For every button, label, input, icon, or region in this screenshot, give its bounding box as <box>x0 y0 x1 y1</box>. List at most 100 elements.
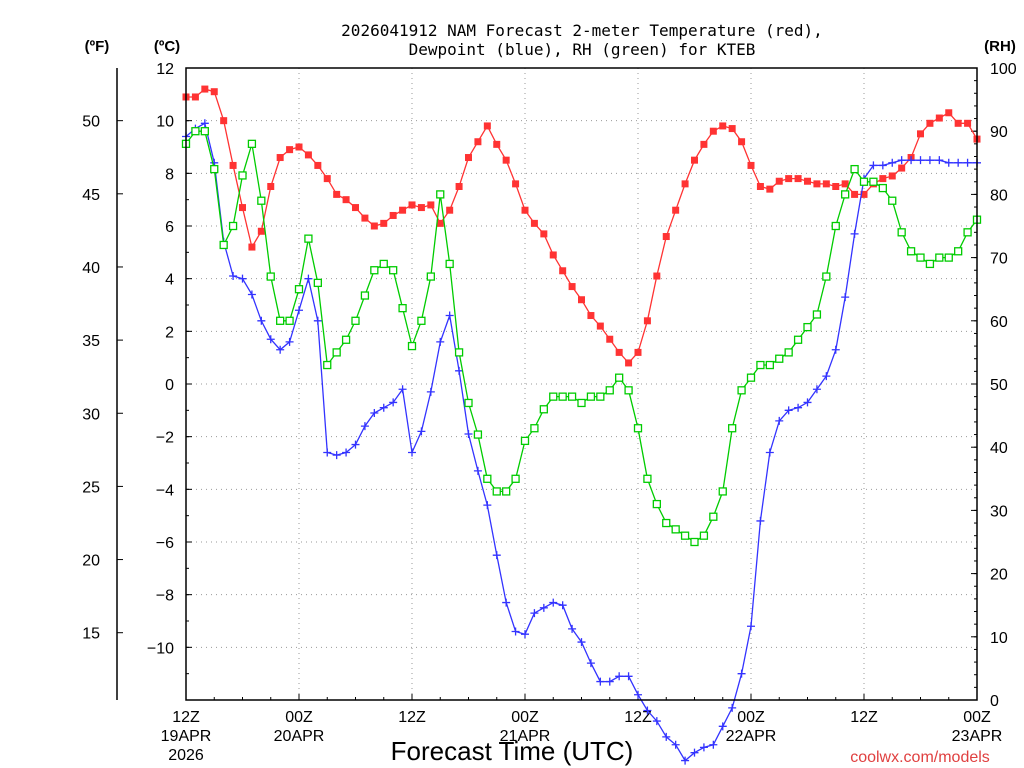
rh-point <box>210 164 219 174</box>
dewpoint-point <box>718 722 727 731</box>
rh-point <box>897 228 906 237</box>
dewpoint-point <box>794 403 803 412</box>
dewpoint-point <box>285 337 294 346</box>
temperature-point <box>521 206 529 214</box>
dewpoint-point <box>954 158 963 167</box>
temperature-point <box>851 190 859 198</box>
dewpoint-point <box>784 406 793 415</box>
f-tick-label: 25 <box>82 479 100 496</box>
temperature-point <box>276 154 284 162</box>
x-tick-label: 00Z <box>511 709 539 726</box>
rh-point <box>360 291 370 300</box>
credit-link[interactable]: coolwx.com/models <box>850 749 990 766</box>
rh-point <box>313 278 322 288</box>
rh-point <box>718 487 727 496</box>
dewpoint-point <box>483 501 492 510</box>
dewpoint-point <box>266 335 275 344</box>
temperature-point <box>606 335 614 343</box>
temperature-point <box>587 312 595 320</box>
dewpoint-point <box>558 601 567 610</box>
dewpoint-point <box>634 690 642 699</box>
dewpoint-point <box>304 274 313 283</box>
temperature-point <box>728 125 736 133</box>
dewpoint-point <box>586 659 595 668</box>
temperature-point <box>691 156 698 164</box>
c-tick-label: 0 <box>165 377 174 394</box>
rh-point <box>963 228 972 237</box>
dewpoint-point <box>398 385 407 394</box>
dewpoint-point <box>332 451 341 460</box>
temperature-point <box>380 219 388 227</box>
rh-point <box>831 221 840 231</box>
dewpoint-point <box>728 703 737 712</box>
temperature-point <box>841 180 849 188</box>
dewpoint-point <box>765 448 774 457</box>
rh-point <box>398 304 407 313</box>
rh-point <box>671 525 680 534</box>
dewpoint-point <box>568 624 577 633</box>
rh-tick-label: 50 <box>990 377 1008 394</box>
temperature-point <box>945 109 953 117</box>
temperature-point <box>785 175 793 183</box>
dewpoint-point <box>492 551 501 560</box>
celsius-axis: 12 10 8 6 4 2 0 −2 −4 −6 −8 −10 <box>147 61 192 701</box>
rh-point <box>728 424 737 433</box>
temperature-point <box>220 117 228 125</box>
dewpoint-point <box>379 403 388 412</box>
c-tick-label: 6 <box>165 219 174 236</box>
temperature-point <box>879 175 887 183</box>
dewpoint-point <box>803 398 812 407</box>
rh-tick-label: 0 <box>990 693 999 710</box>
c-tick-label: 12 <box>156 61 174 78</box>
temperature-point <box>314 161 322 169</box>
temperature-point <box>474 138 482 146</box>
dewpoint-point <box>596 677 605 686</box>
rh-tick-label: 80 <box>990 187 1008 204</box>
rh-point <box>925 259 935 269</box>
dewpoint-point <box>812 385 821 394</box>
dewpoint-point <box>370 408 379 417</box>
temperature-point <box>229 161 237 169</box>
rh-point <box>596 392 605 401</box>
rh-point <box>483 474 492 483</box>
rh-point <box>407 341 417 351</box>
dewpoint-point <box>747 622 755 631</box>
rh-point <box>294 285 304 294</box>
rh-point <box>417 316 426 325</box>
rh-point <box>916 253 925 262</box>
temperature-point <box>286 146 294 154</box>
temperature-point <box>436 219 444 227</box>
rh-point <box>652 499 661 509</box>
x-tick-date: 19APR <box>161 728 212 745</box>
dewpoint-point <box>426 387 435 396</box>
rh-point <box>285 316 294 325</box>
rh-point <box>549 392 558 401</box>
temperature-point <box>210 88 218 96</box>
dewpoint-point <box>935 156 944 165</box>
temperature-point <box>766 185 774 193</box>
dewpoint-point <box>775 416 784 425</box>
rh-point <box>935 253 944 262</box>
c-tick-label: −10 <box>147 640 174 657</box>
temperature-point <box>596 322 604 330</box>
rh-point <box>680 531 690 540</box>
dewpoint-point <box>671 740 680 749</box>
rh-point <box>502 487 511 496</box>
f-tick-label: 50 <box>82 114 100 131</box>
temperature-point <box>917 130 924 138</box>
dewpoint-point <box>643 706 652 715</box>
rh-point <box>577 398 586 408</box>
temperature-point <box>813 180 821 188</box>
temperature-point <box>257 227 265 235</box>
temperature-point <box>361 214 369 222</box>
x-axis-title: Forecast Time (UTC) <box>391 736 634 766</box>
rh-point <box>492 487 501 496</box>
x-tick-date: 20APR <box>274 728 325 745</box>
rh-point <box>304 234 313 243</box>
rh-point <box>775 354 784 363</box>
x-tick-label: 12Z <box>850 709 878 726</box>
rh-point <box>888 196 897 205</box>
temperature-point <box>399 206 407 214</box>
dewpoint-point <box>295 306 303 315</box>
